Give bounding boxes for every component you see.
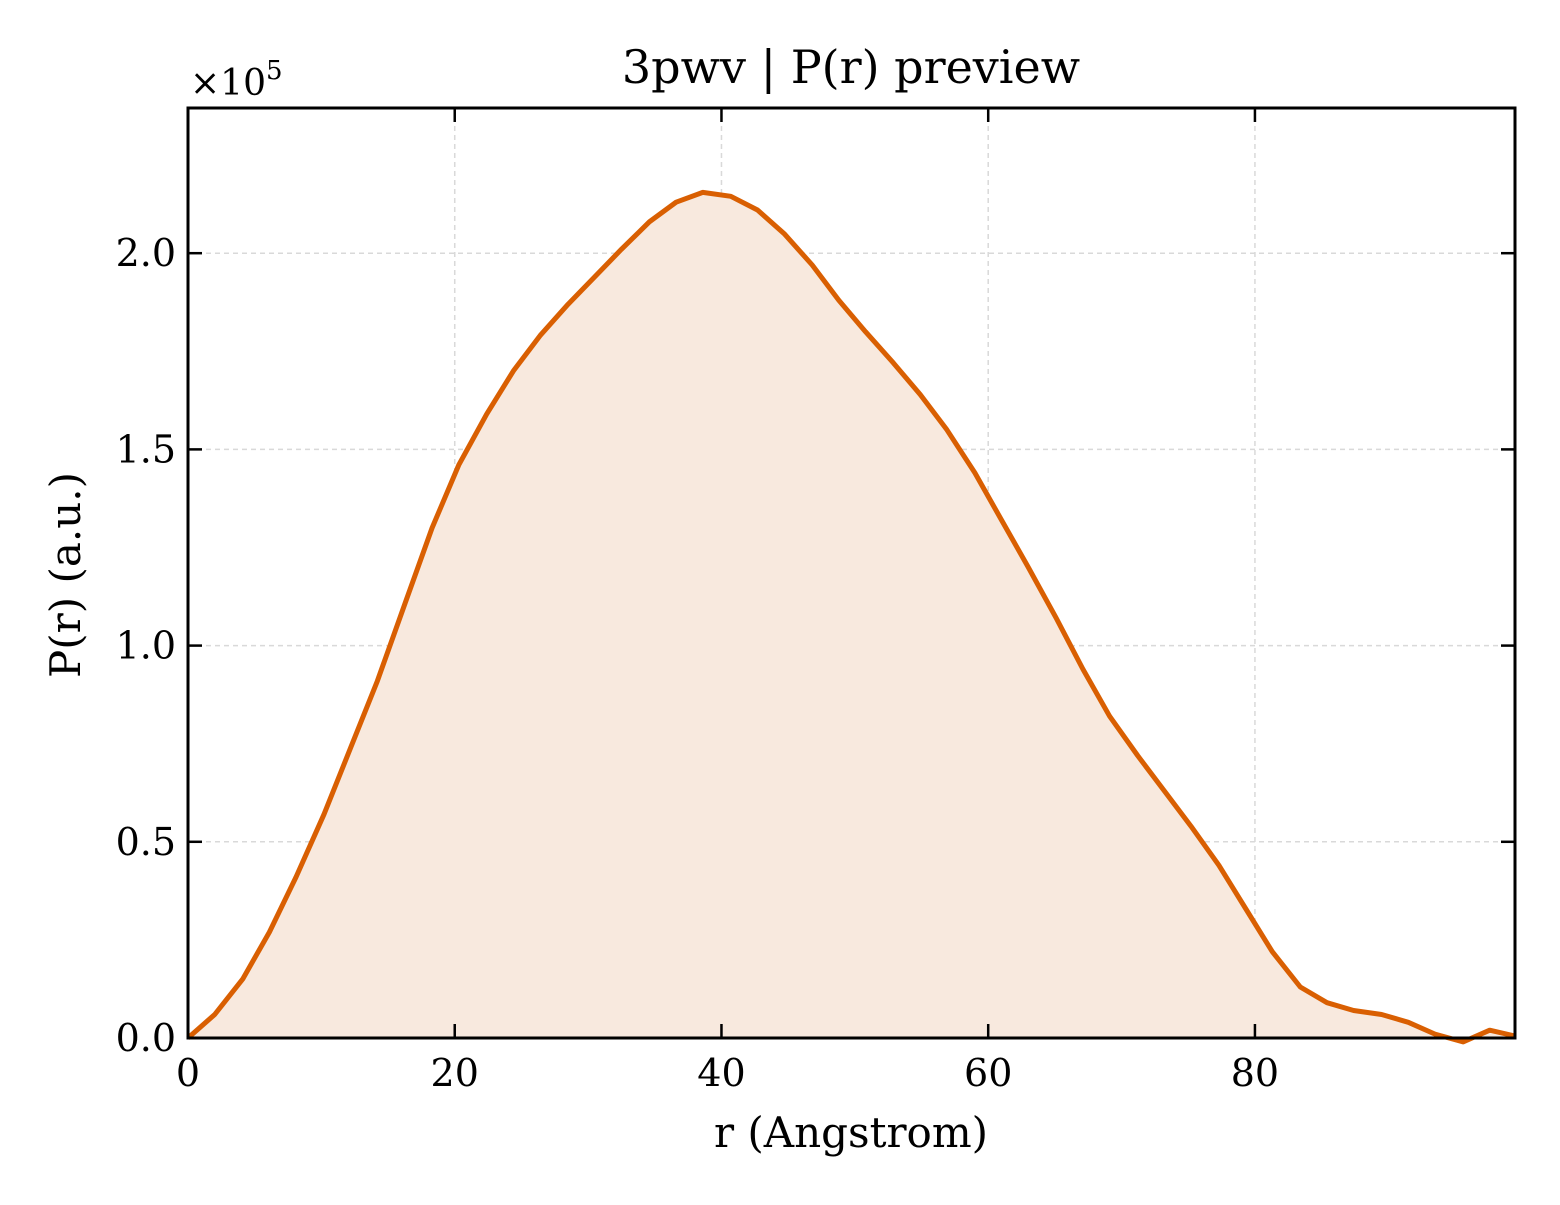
y-tick-label: 1.5 [116,427,176,471]
y-axis-multiplier-base: ×10 [190,63,266,104]
x-tick-label: 60 [964,1051,1012,1095]
tick-labels: 0 20 40 60 80 0.0 0.5 1.0 1.5 2.0 [116,231,1280,1095]
y-tick-label: 0.0 [116,1016,176,1060]
y-tick-label: 0.5 [116,820,176,864]
y-tick-label: 2.0 [116,231,176,275]
series-area-fill [188,192,1515,1042]
y-tick-label: 1.0 [116,624,176,668]
x-axis-label: r (Angstrom) [714,1108,988,1157]
chart-title: 3pwv | P(r) preview [622,40,1080,94]
y-axis-multiplier: ×105 [190,56,283,104]
series-line [186,189,1516,1045]
y-axis-multiplier-exponent: 5 [266,56,283,86]
axis-ticks [186,108,1515,1040]
x-tick-label: 40 [697,1051,745,1095]
y-axis-label: P(r) (a.u.) [41,472,90,678]
x-tick-label: 0 [176,1051,200,1095]
x-tick-label: 20 [431,1051,479,1095]
plot-frame [186,106,1517,1040]
x-tick-label: 80 [1231,1051,1279,1095]
